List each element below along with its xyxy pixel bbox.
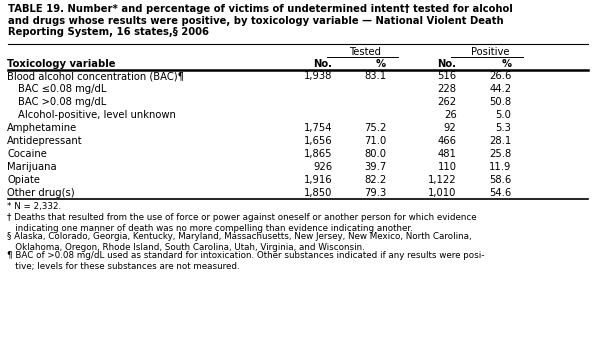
Text: %: % xyxy=(376,59,386,69)
Text: BAC ≤0.08 mg/dL: BAC ≤0.08 mg/dL xyxy=(18,84,106,94)
Text: 1,938: 1,938 xyxy=(304,71,333,82)
Text: 481: 481 xyxy=(437,149,457,159)
Text: 44.2: 44.2 xyxy=(489,84,511,94)
Text: TABLE 19. Number* and percentage of victims of undetermined intent† tested for a: TABLE 19. Number* and percentage of vict… xyxy=(8,4,513,37)
Text: Other drug(s): Other drug(s) xyxy=(7,189,74,198)
Text: 79.3: 79.3 xyxy=(364,189,386,198)
Text: Amphetamine: Amphetamine xyxy=(7,124,77,133)
Text: Positive: Positive xyxy=(471,47,509,57)
Text: 50.8: 50.8 xyxy=(489,98,511,108)
Text: 5.3: 5.3 xyxy=(495,124,511,133)
Text: 1,010: 1,010 xyxy=(428,189,457,198)
Text: 1,865: 1,865 xyxy=(304,149,333,159)
Text: Antidepressant: Antidepressant xyxy=(7,137,83,147)
Text: § Alaska, Colorado, Georgia, Kentucky, Maryland, Massachusetts, New Jersey, New : § Alaska, Colorado, Georgia, Kentucky, M… xyxy=(7,232,472,252)
Text: Marijuana: Marijuana xyxy=(7,163,57,173)
Text: 1,122: 1,122 xyxy=(428,175,457,186)
Text: 262: 262 xyxy=(437,98,457,108)
Text: ¶ BAC of >0.08 mg/dL used as standard for intoxication. Other substances indicat: ¶ BAC of >0.08 mg/dL used as standard fo… xyxy=(7,251,485,271)
Text: 1,916: 1,916 xyxy=(304,175,333,186)
Text: 228: 228 xyxy=(437,84,457,94)
Text: 1,656: 1,656 xyxy=(304,137,333,147)
Text: 83.1: 83.1 xyxy=(364,71,386,82)
Text: Cocaine: Cocaine xyxy=(7,149,47,159)
Text: 54.6: 54.6 xyxy=(489,189,511,198)
Text: 5.0: 5.0 xyxy=(495,110,511,120)
Text: 25.8: 25.8 xyxy=(489,149,511,159)
Text: 92: 92 xyxy=(444,124,457,133)
Text: 1,754: 1,754 xyxy=(304,124,333,133)
Text: 80.0: 80.0 xyxy=(364,149,386,159)
Text: Tested: Tested xyxy=(349,47,381,57)
Text: No.: No. xyxy=(437,59,457,69)
Text: 11.9: 11.9 xyxy=(489,163,511,173)
Text: %: % xyxy=(501,59,511,69)
Text: 58.6: 58.6 xyxy=(489,175,511,186)
Text: 71.0: 71.0 xyxy=(364,137,386,147)
Text: 466: 466 xyxy=(437,137,457,147)
Text: † Deaths that resulted from the use of force or power against oneself or another: † Deaths that resulted from the use of f… xyxy=(7,213,477,233)
Text: 926: 926 xyxy=(313,163,333,173)
Text: Blood alcohol concentration (BAC)¶: Blood alcohol concentration (BAC)¶ xyxy=(7,71,184,82)
Text: Alcohol-positive, level unknown: Alcohol-positive, level unknown xyxy=(18,110,176,120)
Text: BAC >0.08 mg/dL: BAC >0.08 mg/dL xyxy=(18,98,106,108)
Text: Toxicology variable: Toxicology variable xyxy=(7,59,116,69)
Text: 26.6: 26.6 xyxy=(489,71,511,82)
Text: 39.7: 39.7 xyxy=(364,163,386,173)
Text: 28.1: 28.1 xyxy=(489,137,511,147)
Text: 26: 26 xyxy=(444,110,457,120)
Text: 516: 516 xyxy=(437,71,457,82)
Text: 110: 110 xyxy=(437,163,457,173)
Text: Opiate: Opiate xyxy=(7,175,40,186)
Text: No.: No. xyxy=(313,59,333,69)
Text: 82.2: 82.2 xyxy=(364,175,386,186)
Text: 1,850: 1,850 xyxy=(304,189,333,198)
Text: * N = 2,332.: * N = 2,332. xyxy=(7,202,61,212)
Text: 75.2: 75.2 xyxy=(364,124,386,133)
